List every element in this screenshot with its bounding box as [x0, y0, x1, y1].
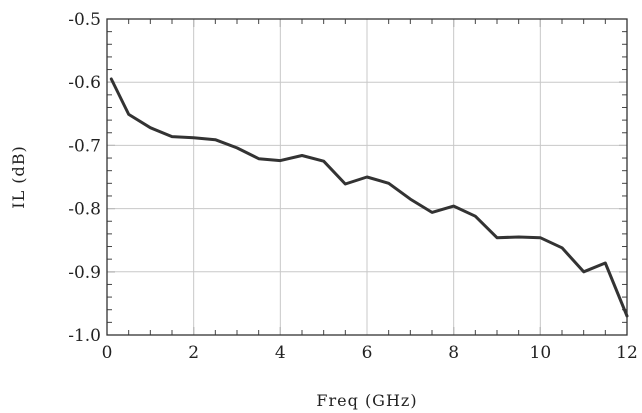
x-tick-label: 0	[102, 343, 113, 363]
x-tick-label: 2	[188, 343, 199, 363]
x-tick-label: 12	[616, 343, 638, 363]
y-tick-label: -0.5	[68, 10, 101, 30]
y-tick-label: -0.8	[68, 200, 101, 220]
x-tick-label: 8	[448, 343, 459, 363]
series-line-0	[109, 77, 629, 318]
x-tick-label: 10	[530, 343, 552, 363]
series-layer	[109, 77, 629, 318]
y-tick-label: -0.6	[68, 73, 101, 93]
x-tick-label: 6	[362, 343, 373, 363]
plot-frame	[106, 18, 628, 336]
y-tick-label: -0.7	[68, 136, 101, 156]
x-tick-label: 4	[275, 343, 286, 363]
y-tick-labels: -0.5 -0.6 -0.7 -0.8 -0.9 -1.0	[68, 10, 101, 346]
x-tick-labels: 0 2 4 6 8 10 12	[102, 343, 638, 363]
y-tick-label: -1.0	[68, 326, 101, 346]
y-tick-label: -0.9	[68, 263, 101, 283]
y-axis-title: IL (dB)	[9, 145, 28, 209]
x-axis-title: Freq (GHz)	[316, 391, 417, 410]
